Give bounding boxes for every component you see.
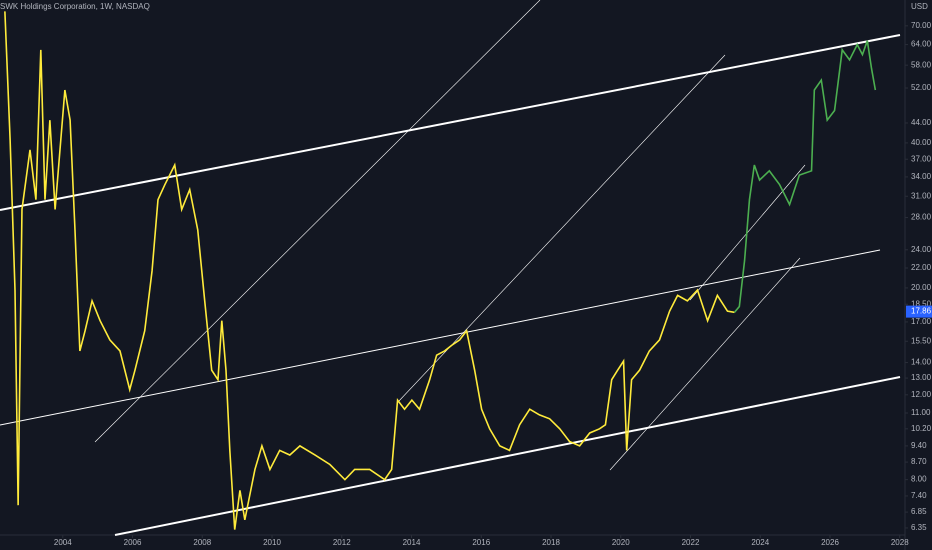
y-tick-label: 20.00 <box>911 283 932 292</box>
last-price-label: 17.86 <box>911 307 932 316</box>
y-tick-label: 37.00 <box>911 154 932 163</box>
x-tick-label: 2010 <box>263 538 281 547</box>
x-tick-label: 2008 <box>193 538 211 547</box>
trend-line <box>0 249 881 426</box>
y-tick-label: 7.40 <box>911 491 927 500</box>
price-line <box>4 11 735 530</box>
x-tick-label: 2012 <box>333 538 351 547</box>
y-tick-label: 9.40 <box>911 441 927 450</box>
trend-line <box>94 0 541 443</box>
x-tick-label: 2016 <box>472 538 490 547</box>
y-tick-label: 70.00 <box>911 21 932 30</box>
y-tick-label: 14.00 <box>911 358 932 367</box>
last-price-box <box>906 305 932 318</box>
x-tick-label: 2026 <box>821 538 839 547</box>
y-tick-label: 28.00 <box>911 213 932 222</box>
y-tick-label: 31.00 <box>911 191 932 200</box>
y-tick-label: 6.85 <box>911 507 927 516</box>
y-tick-label: 58.00 <box>911 60 932 69</box>
x-tick-label: 2024 <box>751 538 769 547</box>
currency-label: USD <box>911 2 928 11</box>
x-tick-label: 2014 <box>403 538 421 547</box>
y-tick-label: 40.00 <box>911 138 932 147</box>
x-tick-label: 2028 <box>891 538 909 547</box>
chart-title: SWK Holdings Corporation, 1W, NASDAQ <box>0 2 150 11</box>
y-tick-label: 8.00 <box>911 475 927 484</box>
y-tick-label: 11.00 <box>911 408 931 417</box>
y-tick-label: 44.00 <box>911 118 932 127</box>
price-line <box>733 40 877 313</box>
y-tick-label: 10.20 <box>911 424 932 433</box>
y-tick-label: 64.00 <box>911 40 932 49</box>
y-tick-label: 12.00 <box>911 390 932 399</box>
y-tick-label: 6.35 <box>911 523 927 532</box>
trend-line <box>609 257 801 471</box>
y-tick-label: 8.70 <box>911 457 927 466</box>
x-tick-label: 2004 <box>54 538 72 547</box>
trend-lines <box>0 0 901 536</box>
y-tick-label: 15.50 <box>911 336 932 345</box>
trend-line <box>0 34 901 211</box>
y-tick-label: 18.50 <box>911 299 932 308</box>
x-tick-label: 2018 <box>542 538 560 547</box>
trend-line <box>114 376 901 536</box>
y-tick-label: 22.00 <box>911 263 932 272</box>
x-tick-label: 2020 <box>612 538 630 547</box>
y-tick-label: 34.00 <box>911 172 932 181</box>
x-tick-label: 2006 <box>124 538 142 547</box>
x-tick-label: 2022 <box>682 538 700 547</box>
y-tick-label: 52.00 <box>911 83 932 92</box>
y-tick-label: 24.00 <box>911 245 932 254</box>
y-tick-label: 17.00 <box>911 317 932 326</box>
y-tick-label: 13.00 <box>911 373 932 382</box>
